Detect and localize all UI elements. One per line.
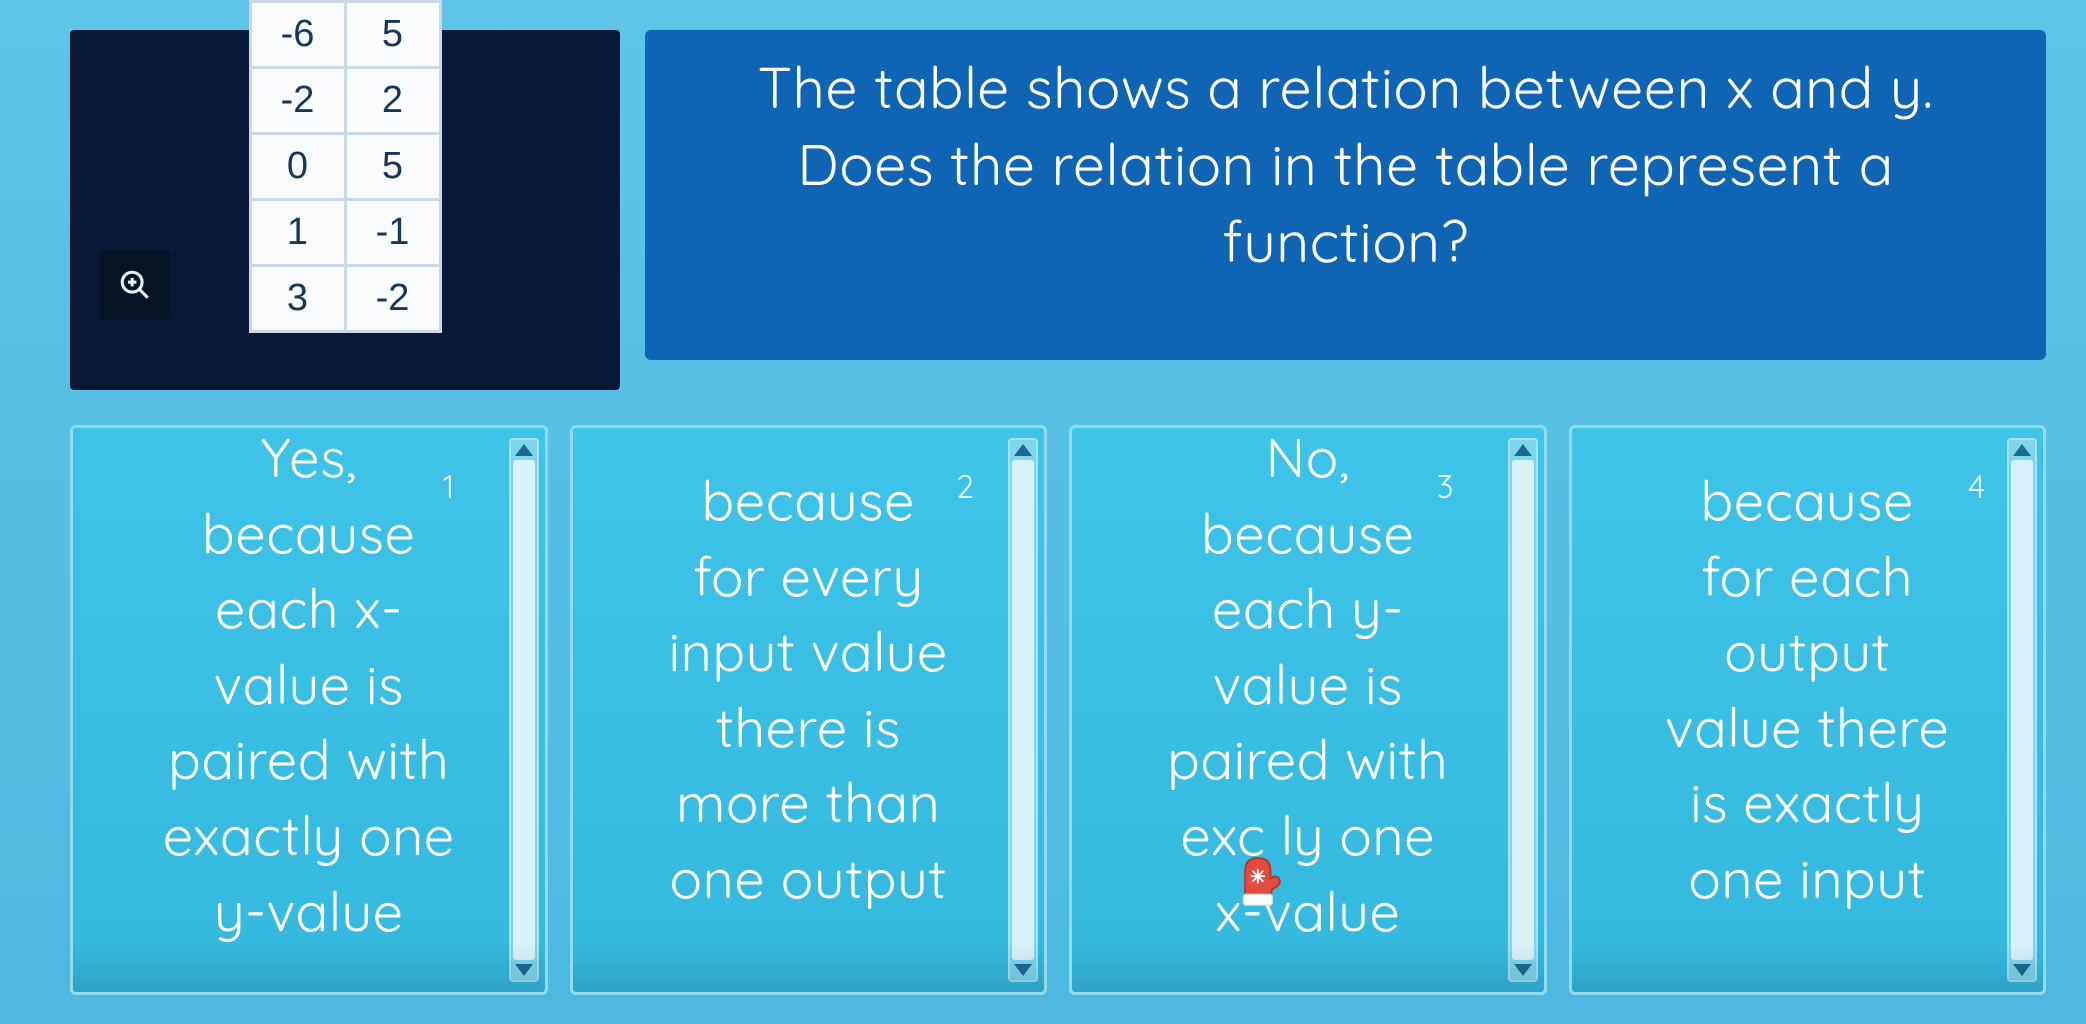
answer-option-3[interactable]: No, because each y- value is paired with… xyxy=(1069,425,1547,995)
table-cell: 3 xyxy=(250,266,345,332)
scroll-thumb[interactable] xyxy=(1012,460,1034,960)
answer-number-badge: 2 xyxy=(956,466,974,506)
answers-row: Yes, because each x- value is paired wit… xyxy=(70,425,2046,995)
answer-scrollbar[interactable] xyxy=(2007,438,2037,982)
answer-text: because for every input value there is m… xyxy=(598,463,1020,917)
answer-scrollbar[interactable] xyxy=(509,438,539,982)
answer-content: because for each output value there is e… xyxy=(1572,428,2044,992)
answer-text: because for each output value there is e… xyxy=(1597,463,2019,917)
scroll-up-icon[interactable] xyxy=(2013,444,2031,456)
scroll-thumb[interactable] xyxy=(513,460,535,960)
zoom-in-button[interactable] xyxy=(100,250,170,320)
table-cell: -1 xyxy=(345,200,440,266)
answer-content: because for every input value there is m… xyxy=(573,428,1045,992)
answer-scrollbar[interactable] xyxy=(1508,438,1538,982)
question-panel: The table shows a relation between x and… xyxy=(645,30,2046,360)
table-cell: -6 xyxy=(250,2,345,68)
xy-table: -6 5 -2 2 0 5 1 -1 3 -2 xyxy=(249,0,442,333)
table-cell: 2 xyxy=(345,68,440,134)
answer-content: No, because each y- value is paired with… xyxy=(1072,428,1544,992)
answer-option-2[interactable]: because for every input value there is m… xyxy=(570,425,1048,995)
question-text: The table shows a relation between x and… xyxy=(695,50,1996,281)
top-row: -6 5 -2 2 0 5 1 -1 3 -2 xyxy=(70,30,2046,410)
answer-option-4[interactable]: because for each output value there is e… xyxy=(1569,425,2047,995)
scroll-up-icon[interactable] xyxy=(515,444,533,456)
answer-text: No, because each y- value is paired with… xyxy=(1097,428,1519,949)
scroll-up-icon[interactable] xyxy=(1514,444,1532,456)
scroll-down-icon[interactable] xyxy=(1014,964,1032,976)
table-cell: 5 xyxy=(345,2,440,68)
quiz-frame: -6 5 -2 2 0 5 1 -1 3 -2 xyxy=(0,0,2086,1024)
answer-number-badge: 1 xyxy=(443,466,455,506)
table-row: -2 2 xyxy=(250,68,440,134)
scroll-thumb[interactable] xyxy=(2011,460,2033,960)
table-cell: 5 xyxy=(345,134,440,200)
table-cell: 1 xyxy=(250,200,345,266)
table-row: 0 5 xyxy=(250,134,440,200)
table-cell: 0 xyxy=(250,134,345,200)
answer-content: Yes, because each x- value is paired wit… xyxy=(73,428,545,992)
scroll-down-icon[interactable] xyxy=(2013,964,2031,976)
answer-number-badge: 3 xyxy=(1437,466,1454,506)
table-panel: -6 5 -2 2 0 5 1 -1 3 -2 xyxy=(70,30,620,390)
table-row: 3 -2 xyxy=(250,266,440,332)
zoom-in-icon xyxy=(118,268,152,302)
scroll-down-icon[interactable] xyxy=(1514,964,1532,976)
table-row: -6 5 xyxy=(250,2,440,68)
scroll-thumb[interactable] xyxy=(1512,460,1534,960)
answer-number-badge: 4 xyxy=(1968,466,1985,506)
table-row: 1 -1 xyxy=(250,200,440,266)
scroll-up-icon[interactable] xyxy=(1014,444,1032,456)
table-cell: -2 xyxy=(345,266,440,332)
answer-scrollbar[interactable] xyxy=(1008,438,1038,982)
table-cell: -2 xyxy=(250,68,345,134)
answer-option-1[interactable]: Yes, because each x- value is paired wit… xyxy=(70,425,548,995)
answer-text: Yes, because each x- value is paired wit… xyxy=(98,428,520,949)
scroll-down-icon[interactable] xyxy=(515,964,533,976)
